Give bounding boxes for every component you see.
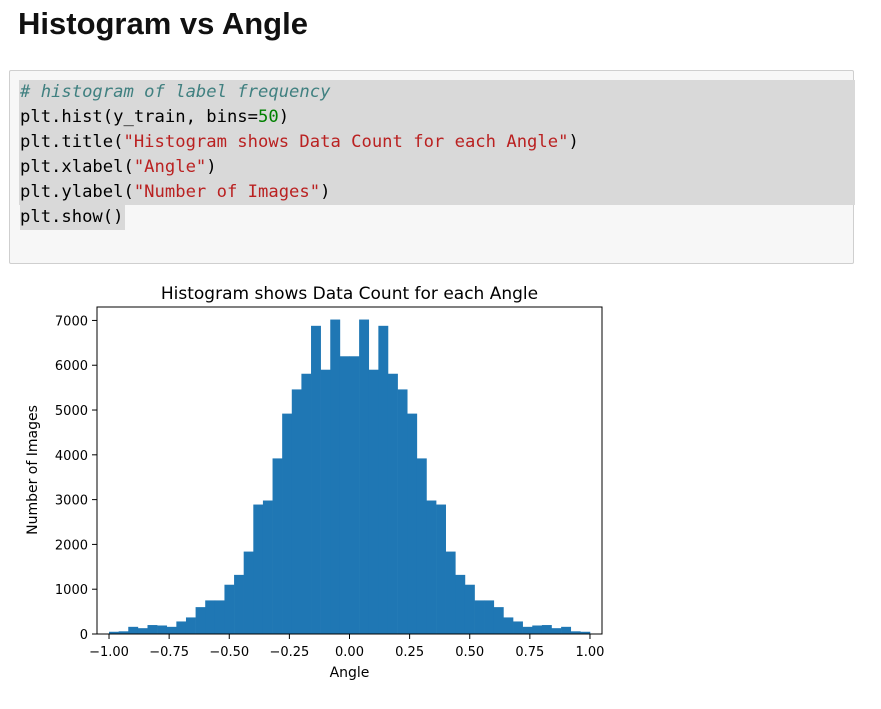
histogram-bar [378, 325, 389, 634]
y-axis-ticks: 0 1000 2000 3000 4000 5000 6000 7000 [55, 314, 97, 643]
histogram-bar [118, 631, 129, 634]
x-tick-label: −1.00 [89, 645, 129, 660]
code-token: plt.xlabel( [20, 157, 134, 177]
histogram-bar [570, 631, 581, 634]
code-line: plt.xlabel("Angle") [19, 155, 855, 180]
histogram-bar [109, 631, 119, 634]
code-token: ) [206, 157, 217, 177]
histogram-bar [464, 584, 475, 634]
histogram-bar [282, 413, 293, 634]
code-cell[interactable]: # histogram of label frequency plt.hist(y… [9, 70, 855, 264]
histogram-bar [214, 600, 225, 634]
code-token: plt.hist(y_train, bins= [20, 107, 258, 127]
code-line: plt.show() [19, 205, 855, 230]
code-line: plt.title("Histogram shows Data Count fo… [19, 130, 855, 155]
y-tick-label: 6000 [55, 359, 88, 374]
histogram-bar [503, 617, 514, 634]
histogram-bar [195, 607, 206, 634]
code-token: 50 [258, 107, 279, 127]
histogram-bars [109, 319, 591, 634]
histogram-bar [484, 600, 495, 634]
histogram-bar [339, 356, 350, 634]
code-token: plt.show() [20, 207, 124, 227]
histogram-bar [253, 504, 264, 634]
histogram-bar [272, 458, 283, 634]
histogram-bar [176, 621, 187, 634]
y-tick-label: 7000 [55, 314, 88, 329]
page-title: Histogram vs Angle [18, 6, 308, 41]
histogram-bar [387, 373, 398, 634]
histogram-bar [205, 600, 216, 634]
code-token: ) [278, 107, 290, 127]
histogram-bar [561, 626, 572, 634]
y-tick-label: 0 [80, 628, 88, 643]
x-tick-label: −0.75 [149, 645, 189, 660]
x-tick-label: 0.75 [515, 645, 544, 660]
histogram-bar [359, 319, 370, 634]
histogram-bar [426, 500, 437, 634]
histogram-bar [522, 626, 533, 634]
x-axis-ticks: −1.00 −0.75 −0.50 −0.25 0.00 0.25 0.50 0.75 1.00 [89, 634, 604, 660]
x-tick-label: 0.25 [395, 645, 424, 660]
y-axis-label: Number of Images [25, 405, 41, 535]
code-line: plt.ylabel("Number of Images") [19, 180, 855, 205]
code-editor[interactable]: # histogram of label frequency plt.hist(y… [19, 80, 855, 230]
x-axis-label: Angle [330, 665, 370, 681]
histogram-bar [224, 584, 235, 634]
histogram-bar [147, 625, 158, 634]
x-tick-label: −0.25 [269, 645, 309, 660]
histogram-chart: −1.00 −0.75 −0.50 −0.25 0.00 0.25 0.50 0.75 1.00… [25, 284, 604, 681]
histogram-bar [445, 551, 456, 634]
histogram-bar [416, 458, 427, 634]
histogram-bar [291, 389, 302, 634]
code-token: plt.ylabel( [20, 182, 134, 202]
chart-title: Histogram shows Data Count for each Angl… [161, 284, 538, 304]
histogram-bar [493, 607, 504, 634]
y-tick-label: 1000 [55, 583, 88, 598]
x-tick-label: 0.50 [455, 645, 484, 660]
histogram-bar [436, 504, 446, 634]
histogram-bar [311, 325, 321, 634]
histogram-bar [455, 574, 466, 634]
code-token: "Histogram shows Data Count for each Ang… [123, 132, 569, 152]
histogram-bar [368, 369, 379, 634]
y-tick-label: 4000 [55, 449, 88, 464]
code-line: plt.hist(y_train, bins=50) [19, 105, 855, 130]
y-tick-label: 5000 [55, 404, 88, 419]
histogram-bar [407, 413, 418, 634]
histogram-bar [301, 373, 312, 634]
histogram-bar [320, 369, 331, 634]
histogram-bar [397, 389, 408, 634]
x-tick-label: 1.00 [575, 645, 604, 660]
histogram-bar [185, 617, 196, 634]
histogram-bar [137, 628, 148, 634]
code-token: "Number of Images" [133, 182, 321, 202]
histogram-bar [532, 625, 543, 634]
histogram-bar [128, 626, 139, 634]
histogram-bar [580, 631, 591, 634]
y-tick-label: 2000 [55, 538, 88, 553]
x-tick-label: 0.00 [335, 645, 364, 660]
code-line: # histogram of label frequency [19, 80, 855, 105]
histogram-bar [234, 574, 244, 634]
x-tick-label: −0.50 [209, 645, 249, 660]
code-token: # histogram of label frequency [20, 82, 331, 102]
code-token: ) [320, 182, 331, 202]
histogram-bar [551, 628, 562, 634]
histogram-bar [541, 625, 552, 634]
histogram-bar [243, 551, 254, 634]
code-token: plt.title( [20, 132, 124, 152]
code-token: "Angle" [133, 157, 207, 177]
histogram-bar [262, 500, 273, 634]
histogram-bar [513, 621, 523, 634]
histogram-bar [166, 626, 177, 634]
y-tick-label: 3000 [55, 494, 88, 509]
histogram-bar [349, 356, 360, 634]
histogram-bar [157, 625, 168, 634]
histogram-bar [474, 600, 485, 634]
code-token: ) [568, 132, 579, 152]
histogram-bar [330, 319, 341, 634]
